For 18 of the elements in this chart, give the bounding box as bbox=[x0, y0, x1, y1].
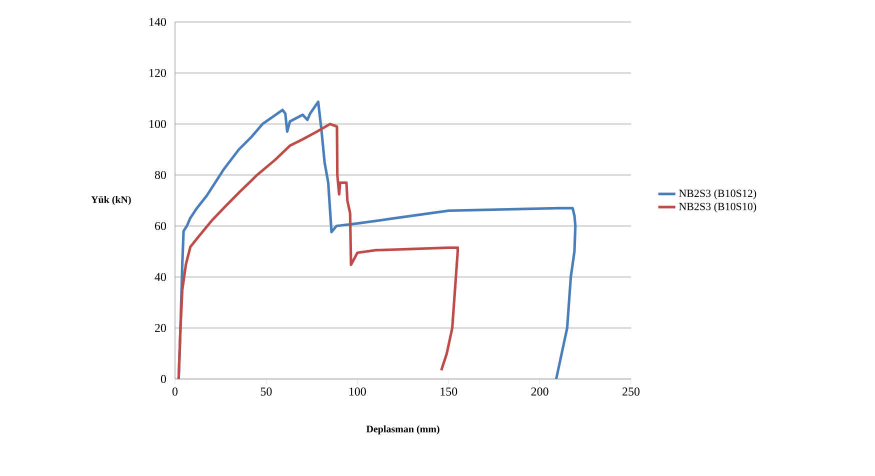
x-tick-label: 250 bbox=[622, 388, 640, 396]
x-axis-title: Deplasman (mm) bbox=[366, 425, 440, 434]
legend-label: NB2S3 (B10S12) bbox=[678, 189, 756, 200]
x-tick-label: 0 bbox=[172, 388, 178, 396]
y-tick-label: 100 bbox=[150, 120, 166, 128]
y-tick-label: 120 bbox=[150, 68, 166, 78]
y-tick-label: 80 bbox=[154, 170, 166, 180]
x-tick-label: 150 bbox=[440, 388, 458, 396]
x-tick-label: 100 bbox=[349, 388, 366, 396]
x-tick-label: 200 bbox=[531, 388, 548, 396]
y-tick-label: 0 bbox=[160, 374, 166, 384]
y-tick-label: 20 bbox=[155, 324, 166, 332]
y-axis-title: Yük (kN) bbox=[91, 196, 131, 206]
y-tick-label: 40 bbox=[154, 272, 166, 282]
x-tick-label: 50 bbox=[260, 388, 272, 396]
legend-label: NB2S3 (B10S10) bbox=[678, 202, 756, 212]
y-tick-label: 60 bbox=[154, 222, 166, 230]
y-tick-label: 140 bbox=[150, 18, 166, 26]
